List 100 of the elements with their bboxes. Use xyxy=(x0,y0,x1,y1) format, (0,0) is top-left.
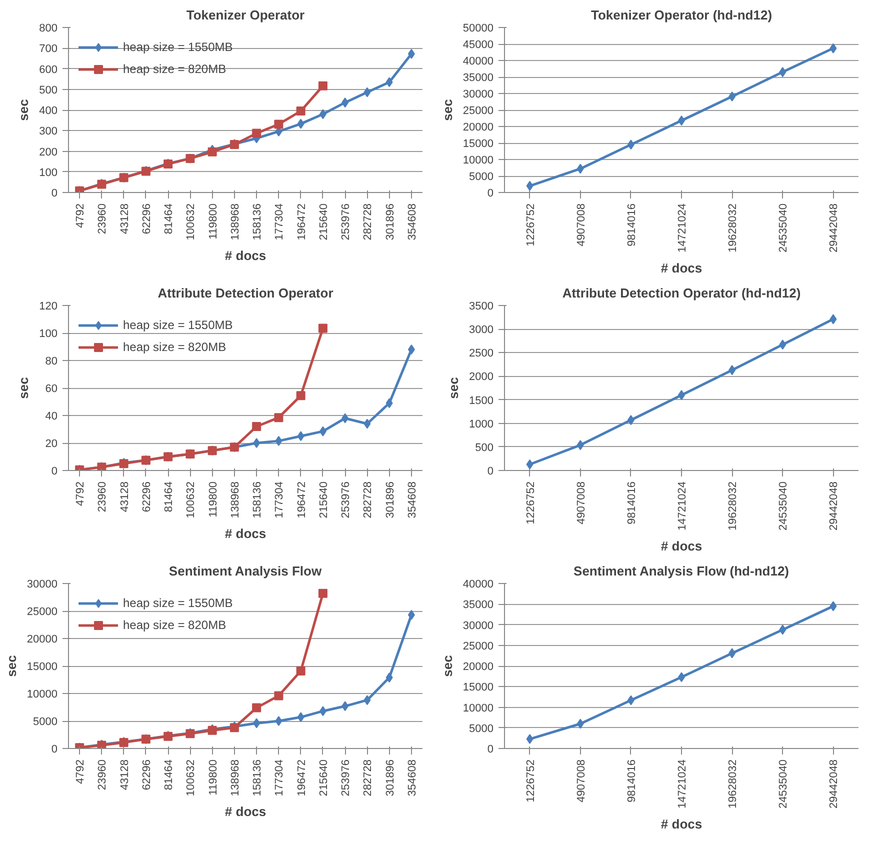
y-tick-label: 25000 xyxy=(26,606,58,618)
x-tick-label: 177304 xyxy=(274,759,286,796)
y-tick-label: 50000 xyxy=(462,22,494,34)
legend-label: heap size = 1550MB xyxy=(123,40,233,54)
x-tick-label: 19628032 xyxy=(727,481,740,530)
x-tick-label: 81464 xyxy=(163,203,176,234)
y-tick-label: 800 xyxy=(39,22,58,34)
x-tick-label: 29442048 xyxy=(828,481,840,530)
x-tick-label: 81464 xyxy=(163,759,176,790)
x-tick-label: 62296 xyxy=(140,759,153,790)
y-tick-label: 15000 xyxy=(462,682,494,694)
y-tick-label: 40000 xyxy=(462,578,494,590)
x-tick-label: 4792 xyxy=(74,203,87,228)
x-tick-label: 4792 xyxy=(74,481,87,506)
y-tick-label: 25000 xyxy=(462,105,494,117)
y-axis-title: sec xyxy=(16,99,32,121)
x-axis-title: # docs xyxy=(224,804,266,820)
y-tick-label: 10000 xyxy=(462,154,494,166)
x-tick-label: 43128 xyxy=(118,481,131,512)
x-tick-label: 9814016 xyxy=(626,759,638,802)
y-tick-label: 20000 xyxy=(26,634,58,646)
y-axis-title: sec xyxy=(446,377,462,399)
x-tick-label: 196472 xyxy=(296,203,308,240)
x-tick-label: 158136 xyxy=(252,203,264,240)
chart-title: Sentiment Analysis Flow (hd-nd12) xyxy=(574,564,789,578)
y-tick-label: 500 xyxy=(39,84,58,96)
x-tick-label: 29442048 xyxy=(828,203,840,252)
x-tick-label: 301896 xyxy=(384,203,396,240)
y-tick-label: 10000 xyxy=(462,702,494,714)
x-tick-label: 158136 xyxy=(252,759,264,796)
x-tick-label: 253976 xyxy=(340,203,352,240)
y-tick-label: 15000 xyxy=(26,661,58,673)
legend-label: heap size = 1550MB xyxy=(123,596,233,610)
x-tick-label: 301896 xyxy=(384,481,396,518)
x-tick-label: 62296 xyxy=(140,203,153,234)
x-tick-label: 14721024 xyxy=(676,203,688,252)
y-tick-label: 30000 xyxy=(462,88,494,100)
y-tick-label: 40 xyxy=(45,410,58,422)
y-tick-label: 60 xyxy=(45,383,58,395)
y-tick-label: 20000 xyxy=(462,661,494,673)
x-tick-label: 354608 xyxy=(406,481,418,518)
x-tick-label: 215640 xyxy=(318,203,330,240)
x-tick-label: 119800 xyxy=(207,204,220,240)
x-tick-label: 4907008 xyxy=(575,481,588,524)
x-tick-label: 177304 xyxy=(274,481,286,518)
x-tick-label: 62296 xyxy=(140,481,153,512)
x-tick-label: 23960 xyxy=(96,203,109,234)
x-tick-label: 282728 xyxy=(362,481,374,518)
y-tick-label: 5000 xyxy=(469,722,494,735)
x-tick-label: 9814016 xyxy=(626,203,638,246)
y-tick-label: 2500 xyxy=(469,348,494,360)
x-tick-label: 29442048 xyxy=(828,759,840,808)
x-tick-label: 119800 xyxy=(207,482,220,518)
y-tick-label: 30000 xyxy=(462,620,494,632)
chart-title: Tokenizer Operator xyxy=(186,8,305,22)
y-tick-label: 5000 xyxy=(469,171,494,183)
x-tick-label: 119800 xyxy=(207,760,220,796)
x-tick-label: 215640 xyxy=(318,481,330,518)
x-tick-label: 19628032 xyxy=(727,203,740,252)
y-tick-label: 100 xyxy=(39,328,58,340)
y-tick-label: 1000 xyxy=(469,418,494,430)
x-tick-label: 14721024 xyxy=(676,481,688,530)
y-tick-label: 35000 xyxy=(462,72,494,84)
x-tick-label: 158136 xyxy=(252,481,264,518)
x-tick-label: 43128 xyxy=(118,203,131,234)
y-tick-label: 35000 xyxy=(462,599,494,612)
chart-title: Attribute Detection Operator (hd-nd12) xyxy=(562,286,801,300)
x-tick-label: 14721024 xyxy=(676,759,688,808)
y-tick-label: 25000 xyxy=(462,640,494,652)
y-axis-title: sec xyxy=(4,655,19,677)
x-tick-label: 24535040 xyxy=(778,759,790,808)
legend-label: heap size = 1550MB xyxy=(123,318,233,332)
y-tick-label: 0 xyxy=(51,188,58,200)
y-tick-label: 20000 xyxy=(462,122,494,134)
x-tick-label: 1226752 xyxy=(524,759,537,802)
y-tick-label: 400 xyxy=(39,105,58,117)
x-tick-label: 4792 xyxy=(74,759,87,784)
x-tick-label: 301896 xyxy=(384,759,396,796)
y-tick-label: 30000 xyxy=(26,578,58,590)
x-tick-label: 19628032 xyxy=(727,759,740,808)
x-tick-label: 282728 xyxy=(362,759,374,796)
y-axis-title: sec xyxy=(440,655,455,677)
y-tick-label: 120 xyxy=(39,300,58,312)
y-tick-label: 5000 xyxy=(33,716,58,728)
y-tick-label: 200 xyxy=(39,146,58,158)
y-tick-label: 40000 xyxy=(462,56,494,68)
x-tick-label: 1226752 xyxy=(524,203,537,246)
y-tick-label: 700 xyxy=(39,43,58,56)
legend-label: heap size = 820MB xyxy=(123,62,226,76)
x-tick-label: 81464 xyxy=(163,481,176,512)
y-tick-label: 0 xyxy=(487,188,494,200)
x-tick-label: 215640 xyxy=(318,759,330,796)
x-tick-label: 4907008 xyxy=(575,759,588,802)
legend-label: heap size = 820MB xyxy=(123,618,226,632)
chart-title: Tokenizer Operator (hd-nd12) xyxy=(590,8,772,22)
y-tick-label: 500 xyxy=(475,442,494,454)
y-tick-label: 0 xyxy=(487,466,494,478)
x-axis-title: # docs xyxy=(660,260,702,276)
y-tick-label: 300 xyxy=(39,126,58,138)
x-axis-title: # docs xyxy=(224,248,266,264)
